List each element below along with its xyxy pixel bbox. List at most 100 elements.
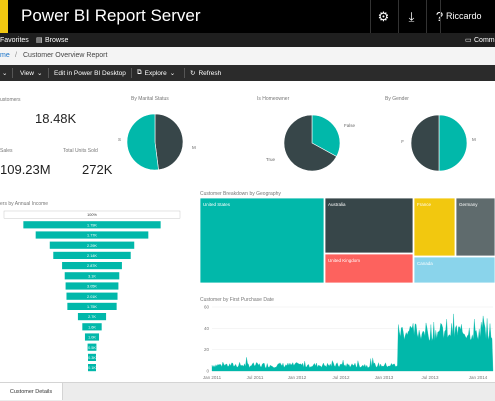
download-icon[interactable]: ⤓ [398,0,424,33]
funnel-data-label: 2.14K [87,254,97,258]
card-label-customers: ustomers [0,97,21,103]
funnel-bar [82,323,102,331]
y-tick-label: 20 [204,347,210,352]
toolbar-divider [131,68,132,78]
treemap-chart-title: Customer Breakdown by Geography [200,191,281,197]
treemap-tile-label: Canada [417,261,433,266]
toolbar-divider [48,68,49,78]
refresh-icon: ↻ [190,70,196,77]
funnel-data-label: 1.79K [87,223,97,227]
pie-chart-title: Is Homeowner [257,96,290,102]
funnel-data-label: 1.77K [87,234,97,238]
user-name[interactable]: Riccardo [446,11,482,21]
funnel-bar [3,210,181,219]
treemap-tile [455,197,495,257]
treemap-tile-label: Germany [459,202,478,207]
card-value-sales: 109.23M [0,162,51,177]
y-tick-label: 0 [206,369,209,374]
pie-slice-label: F [401,139,404,144]
browse-icon: ▤ [36,37,43,44]
x-tick-label: Jan 2013 [375,375,394,380]
y-tick-label: 60 [204,305,210,310]
page-tab-bar [0,382,495,401]
power-bi-logo[interactable] [0,0,8,33]
breadcrumb-report: Customer Overview Report [23,52,108,59]
toolbar-divider [12,68,13,78]
treemap-tile [199,197,325,284]
user-menu[interactable] [440,0,495,33]
explore-menu[interactable]: ⧉ Explore ⌄ [137,65,175,81]
funnel-bar [66,292,118,300]
pie-slice [283,114,337,172]
funnel-bar [88,364,96,372]
pie-slice [126,113,159,171]
funnel-bar [87,343,97,351]
pie-slice-label: False [344,123,356,128]
treemap-tile [413,256,495,284]
nav-bar [0,33,495,47]
pie-slice-label: M [192,145,196,150]
pie-slice [438,114,468,172]
treemap-tile-label: United Kingdom [328,258,360,263]
funnel-bar [84,333,100,341]
breadcrumb-separator: / [15,52,17,59]
comment-icon: ▭ [465,37,472,44]
explore-icon: ⧉ [137,69,142,76]
treemap-tile [324,253,414,284]
funnel-bar [62,262,122,270]
explore-label: Explore [144,69,167,77]
nav-comments[interactable]: Comm [474,36,495,44]
help-icon[interactable]: ? [426,0,452,33]
x-tick-label: Jan 2014 [469,375,488,380]
funnel-bar [77,313,107,321]
refresh-button[interactable]: ↻ Refresh [190,65,221,81]
pie-chart-title: By Gender [385,96,409,102]
breadcrumb-home[interactable]: me [0,52,10,59]
funnel-bar [23,221,161,229]
funnel-data-label: 3.05K [87,285,97,289]
funnel-bar [35,231,149,239]
toolbar [0,65,495,81]
edit-in-desktop-button[interactable]: Edit in Power BI Desktop [54,69,126,77]
card-label-sales: Sales [0,148,13,154]
treemap-tile-label: United States [203,202,231,207]
funnel-data-label: 1.6K [88,325,96,329]
area-series [211,313,494,372]
funnel-bar [49,241,135,249]
view-menu[interactable]: View ⌄ [20,65,42,81]
funnel-data-label: 100% [87,213,97,217]
title-bar [0,0,495,33]
tab-customer-details[interactable]: Customer Details [0,383,63,400]
x-tick-label: Jul 2013 [421,375,439,380]
view-label: View [20,69,34,77]
nav-browse[interactable]: Browse [45,36,69,44]
funnel-data-label: 2.7K [88,315,96,319]
x-tick-label: Jan 2012 [288,375,307,380]
funnel-data-label: 3.1K [88,274,96,278]
funnel-data-label: 2.29K [87,244,97,248]
funnel-data-label: 0.1K [88,366,96,370]
toolbar-divider [184,68,185,78]
treemap-tile-label: France [417,202,432,207]
treemap-tile-label: Australia [328,202,346,207]
funnel-chart-title: ers by Annual Income [0,201,48,207]
y-tick-label: 40 [204,326,210,331]
pie-slice [311,114,341,157]
chevron-down-icon: ⌄ [169,70,176,77]
pie-slice [154,113,184,171]
funnel-bar [53,251,131,259]
gear-icon[interactable]: ⚙ [370,0,396,33]
funnel-data-label: 1.75K [87,305,97,309]
chevron-down-icon: ⌄ [36,70,43,77]
pie-slice-label: M [472,137,476,142]
funnel-bar [67,302,117,310]
refresh-label: Refresh [198,69,222,77]
card-value-customers: 18.48K [35,111,77,126]
nav-favorites[interactable]: Favorites [0,36,29,44]
funnel-bar [65,282,119,290]
x-tick-label: Jul 2012 [332,375,350,380]
file-menu-chevron-icon[interactable]: ⌄ [2,70,8,77]
funnel-data-label: 0.5K [88,346,96,350]
card-value-units: 272K [82,162,113,177]
pie-slice-label: True [266,157,276,162]
